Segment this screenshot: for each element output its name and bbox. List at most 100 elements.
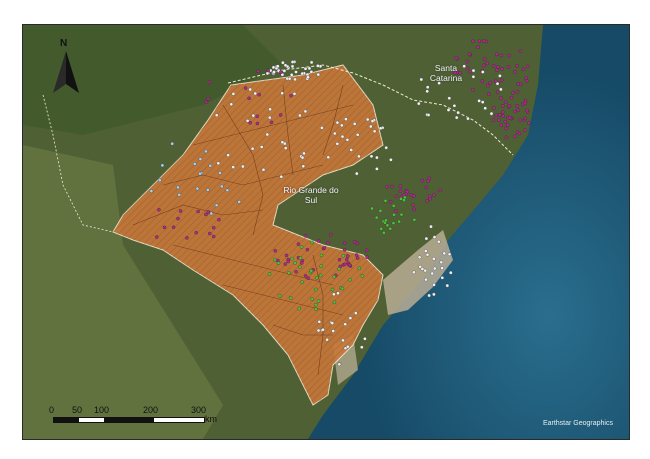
municipal-boundaries	[132, 84, 354, 376]
occurrence-point	[365, 117, 370, 122]
occurrence-point	[305, 247, 310, 252]
occurrence-point	[424, 185, 429, 190]
occurrence-point	[300, 71, 305, 76]
occurrence-point	[293, 261, 297, 265]
occurrence-point	[289, 73, 294, 77]
occurrence-point	[374, 215, 379, 220]
occurrence-point	[319, 264, 324, 268]
occurrence-point	[287, 76, 292, 81]
occurrence-point	[517, 131, 522, 136]
occurrence-point	[370, 206, 374, 211]
occurrence-point	[255, 114, 259, 119]
occurrence-point	[430, 271, 434, 276]
occurrence-point	[332, 292, 336, 297]
scale-tick-100: 100	[94, 405, 110, 415]
occurrence-point	[206, 210, 211, 214]
occurrence-point	[433, 266, 437, 271]
occurrence-point	[269, 120, 274, 125]
occurrence-point	[287, 271, 291, 275]
occurrence-point	[245, 119, 250, 123]
occurrence-point	[218, 171, 222, 175]
occurrence-point	[237, 200, 241, 204]
study-region-hatch	[113, 65, 383, 405]
occurrence-point	[317, 320, 322, 324]
occurrence-point	[251, 113, 256, 118]
occurrence-point	[525, 108, 529, 113]
occurrence-point	[426, 179, 430, 183]
occurrence-point	[524, 79, 529, 83]
occurrence-point	[286, 259, 291, 264]
label-rio-grande-do-sul: Rio Grande do Sul	[283, 185, 339, 205]
occurrence-point	[440, 276, 445, 280]
occurrence-point	[412, 270, 416, 275]
occurrence-point	[360, 274, 365, 278]
occurrence-point	[300, 280, 304, 284]
occurrence-point	[494, 52, 499, 57]
occurrence-point	[496, 65, 500, 69]
occurrence-point	[392, 212, 396, 217]
occurrence-point	[247, 96, 251, 101]
occurrence-point	[316, 239, 321, 243]
occurrence-point	[471, 68, 476, 73]
occurrence-point	[348, 316, 353, 320]
occurrence-point	[273, 257, 277, 262]
occurrence-point	[276, 261, 281, 265]
occurrence-point	[318, 273, 323, 278]
occurrence-point	[298, 265, 302, 269]
occurrence-point	[162, 225, 167, 230]
occurrence-point	[171, 225, 176, 229]
occurrence-point	[487, 92, 491, 96]
occurrence-point	[382, 231, 386, 235]
occurrence-point	[342, 241, 347, 245]
occurrence-point	[211, 225, 216, 230]
occurrence-point	[424, 236, 429, 241]
occurrence-point	[497, 113, 502, 117]
occurrence-point	[298, 113, 302, 118]
occurrence-point	[355, 256, 360, 260]
occurrence-point	[493, 79, 498, 83]
occurrence-point	[309, 60, 314, 65]
occurrence-point	[499, 123, 504, 128]
occurrence-point	[489, 111, 494, 116]
occurrence-point	[345, 138, 350, 142]
occurrence-point	[204, 212, 208, 217]
occurrence-point	[521, 67, 526, 72]
occurrence-point	[427, 293, 431, 298]
occurrence-point	[412, 207, 416, 212]
occurrence-point	[417, 255, 422, 260]
occurrence-point	[342, 248, 347, 252]
occurrence-point	[344, 117, 348, 121]
occurrence-point	[315, 276, 319, 280]
occurrence-point	[231, 165, 235, 169]
occurrence-point	[332, 300, 337, 305]
occurrence-point	[420, 267, 425, 271]
lagoon	[383, 230, 453, 315]
occurrence-point	[340, 123, 344, 128]
occurrence-point	[471, 39, 475, 44]
occurrence-point	[424, 249, 428, 253]
occurrence-point	[346, 344, 350, 349]
occurrence-point	[299, 245, 304, 249]
occurrence-point	[178, 209, 183, 213]
occurrence-point	[508, 116, 512, 120]
occurrence-point	[355, 241, 360, 246]
occurrence-point	[290, 256, 294, 261]
occurrence-point	[364, 248, 369, 253]
occurrence-point	[500, 67, 504, 71]
occurrence-point	[352, 122, 357, 126]
occurrence-point	[425, 85, 430, 89]
occurrence-point	[281, 60, 285, 65]
occurrence-point	[498, 74, 502, 78]
occurrence-point	[330, 321, 335, 325]
occurrence-point	[337, 257, 342, 262]
occurrence-point	[316, 72, 321, 77]
occurrence-point	[282, 69, 287, 73]
occurrence-point	[343, 322, 347, 326]
occurrence-point	[383, 199, 388, 203]
occurrence-point	[309, 70, 314, 74]
occurrence-point	[355, 171, 359, 176]
occurrence-point	[378, 209, 383, 213]
occurrence-point	[204, 100, 209, 104]
north-arrow-letter: N	[60, 38, 68, 49]
occurrence-point	[336, 291, 340, 295]
